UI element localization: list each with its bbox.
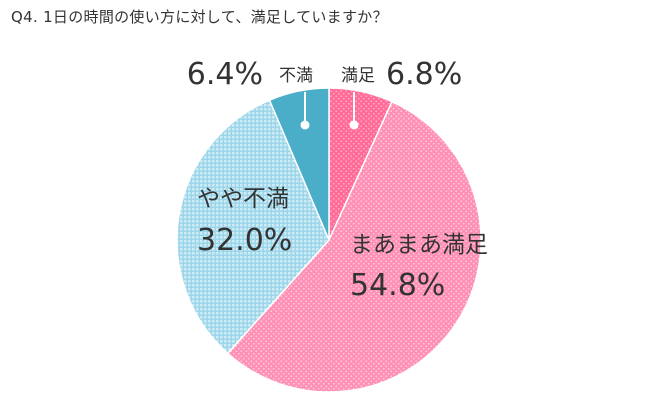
- slice-1-leader-dot: [349, 120, 359, 130]
- pie-slice-3: [176, 99, 330, 355]
- slice-2-label: まあまあ満足: [350, 232, 488, 258]
- chart-title: Q4. 1日の時間の使い方に対して、満足していますか？: [11, 8, 388, 26]
- slice-2-value: 54.8%: [350, 268, 445, 303]
- pie-slice-4: [268, 87, 330, 241]
- slice-4-value: 6.4%: [187, 57, 263, 92]
- slice-1-label: 満足: [341, 66, 375, 86]
- slice-3-value: 32.0%: [197, 223, 292, 258]
- slice-4-label: 不満: [279, 66, 313, 86]
- slice-4-leader-dot: [300, 120, 310, 130]
- pie-slice-2: [226, 100, 482, 393]
- slice-1-value: 6.8%: [386, 57, 462, 92]
- slice-3-label: やや不満: [197, 186, 289, 212]
